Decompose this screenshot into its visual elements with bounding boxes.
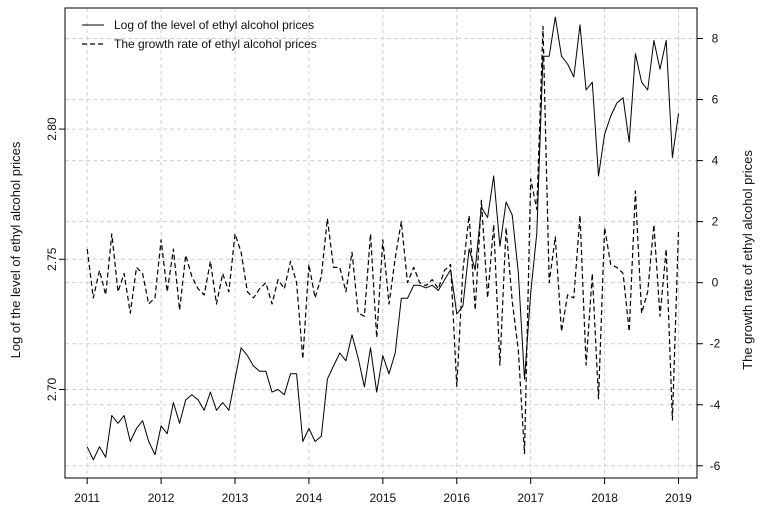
x-tick-label: 2013 <box>222 491 249 505</box>
y-right-tick-label: 8 <box>712 32 719 46</box>
y-left-tick-label: 2.75 <box>45 247 59 271</box>
x-tick-label: 2018 <box>591 491 618 505</box>
grid <box>65 8 697 478</box>
y-axis-left-title: Log of the level of ethyl alcohol prices <box>8 141 23 358</box>
legend-label-growth: The growth rate of ethyl alcohol prices <box>114 37 317 51</box>
y-right-tick-label: 2 <box>712 215 719 229</box>
y-right-tick-label: -4 <box>710 398 721 412</box>
x-tick-label: 2012 <box>148 491 175 505</box>
y-right-tick-label: -2 <box>710 337 721 351</box>
y-right-tick-label: 6 <box>712 93 719 107</box>
x-tick-label: 2017 <box>517 491 544 505</box>
x-tick-label: 2016 <box>443 491 470 505</box>
plot-frame <box>64 7 698 479</box>
y-left-tick-label: 2.70 <box>45 377 59 401</box>
series-line-growth-rate <box>86 25 680 455</box>
axes: 2011 2012 2013 2014 2015 2016 2017 2018 2019 2.70… <box>45 32 721 505</box>
y-right-tick-label: -6 <box>710 459 721 473</box>
y-left-tick-label: 2.80 <box>45 117 59 141</box>
series-line-log-level <box>86 16 679 461</box>
x-tick-label: 2015 <box>369 491 396 505</box>
x-tick-label: 2014 <box>296 491 323 505</box>
x-tick-label: 2019 <box>665 491 692 505</box>
y-right-tick-label: 0 <box>712 276 719 290</box>
x-tick-label: 2011 <box>74 491 100 505</box>
legend: Log of the level of ethyl alcohol prices… <box>82 18 317 51</box>
y-right-tick-label: 4 <box>712 154 719 168</box>
series-layer <box>86 16 680 461</box>
legend-label-level: Log of the level of ethyl alcohol prices <box>114 18 314 32</box>
y-axis-right-title: The growth rate of ethyl alcohol prices <box>740 150 755 370</box>
